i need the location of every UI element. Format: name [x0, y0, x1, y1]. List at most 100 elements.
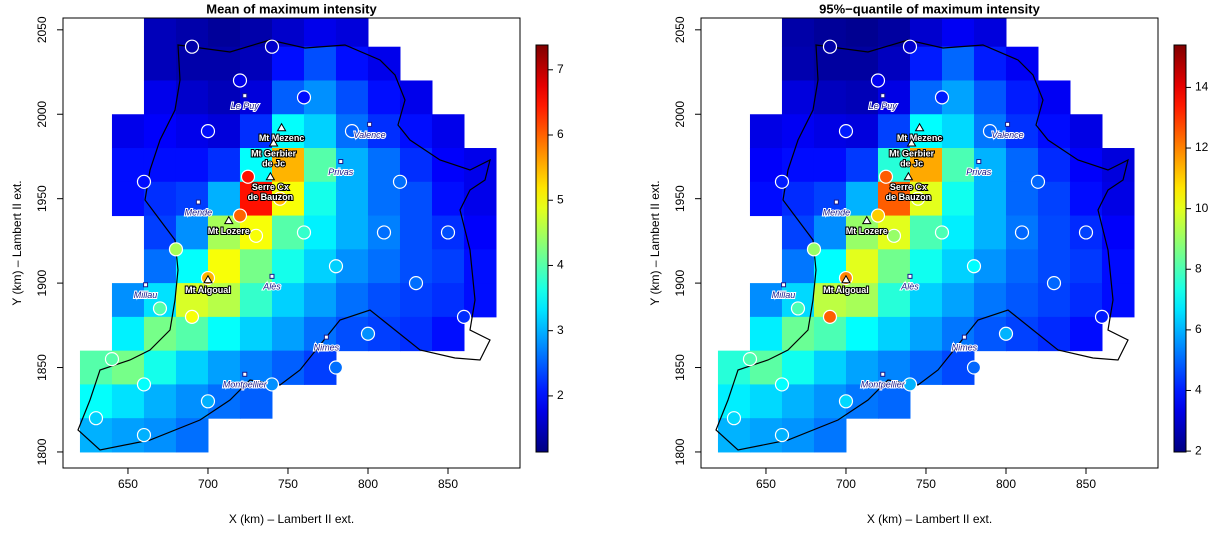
station — [136, 174, 152, 189]
raster-cell — [877, 350, 911, 385]
raster-cell — [781, 114, 815, 149]
y-tick-label: 2050 — [673, 16, 687, 43]
raster-cell — [845, 80, 879, 115]
colorbar-tick-label: 10 — [1195, 201, 1209, 215]
raster-cell — [941, 283, 975, 318]
city-label: Valence — [353, 130, 385, 140]
x-tick-label: 650 — [118, 477, 138, 491]
raster-cell — [813, 418, 847, 453]
raster-cell — [845, 350, 879, 385]
x-tick-label: 850 — [1076, 477, 1096, 491]
raster-cell — [367, 114, 401, 149]
raster-cell — [1005, 249, 1039, 284]
raster-cell — [207, 148, 241, 183]
station — [232, 73, 248, 88]
station — [264, 39, 280, 54]
station — [136, 427, 152, 443]
station — [360, 326, 376, 341]
y-tick-label: 1850 — [673, 354, 687, 381]
station — [982, 124, 998, 139]
raster-cell — [845, 181, 879, 217]
city-label: Alès — [900, 282, 919, 292]
plot-area: Le Puy Valence Privas Mende Millau Alès Nimes M… — [77, 18, 497, 453]
station — [240, 169, 256, 184]
raster-cell — [207, 283, 241, 318]
raster-cell — [845, 283, 879, 318]
summit-label: Mt Mezenc — [897, 133, 943, 143]
raster-cell — [973, 80, 1007, 115]
raster-cell — [431, 114, 465, 149]
summit-marker — [203, 274, 213, 284]
raster-cell — [399, 181, 433, 217]
raster-cell — [143, 80, 177, 115]
raster-cell — [1069, 316, 1103, 352]
raster-cell — [303, 114, 337, 149]
y-tick-label: 1900 — [673, 269, 687, 296]
raster-cell — [845, 18, 879, 48]
city-marker — [833, 199, 839, 205]
colorbar-tick-label: 5 — [557, 192, 564, 206]
raster-cell — [207, 46, 241, 81]
raster-cell — [143, 384, 177, 419]
raster-cell — [143, 249, 177, 284]
station — [392, 174, 408, 189]
city-label: Montpellier — [223, 380, 268, 390]
chart-title: Mean of maximum intensity — [206, 1, 377, 16]
raster-cell — [1101, 283, 1135, 318]
city-label: Le Puy — [869, 101, 898, 111]
raster-cell — [175, 215, 209, 250]
raster-cell — [1037, 316, 1071, 352]
raster-cell — [877, 46, 911, 81]
plot-frame — [62, 17, 521, 469]
raster-cell — [239, 283, 273, 318]
raster-cell — [175, 350, 209, 385]
raster-cell — [941, 18, 975, 48]
raster-cell — [271, 46, 305, 81]
summit-marker — [914, 122, 925, 132]
raster-cell — [781, 46, 815, 81]
station — [1094, 309, 1110, 324]
station — [934, 225, 950, 240]
raster-cell — [431, 148, 465, 183]
raster-cell — [239, 384, 273, 419]
raster-cell — [781, 181, 815, 217]
raster-cell — [271, 316, 305, 352]
raster-cell — [239, 46, 273, 81]
city-marker — [976, 159, 982, 165]
raster-cell — [845, 46, 879, 81]
raster-cell — [1037, 80, 1071, 115]
raster-cell — [1005, 114, 1039, 149]
station — [910, 191, 926, 206]
raster-cell — [1005, 283, 1039, 318]
station — [742, 351, 758, 367]
raster-cell — [749, 148, 783, 183]
raster-cell — [431, 316, 465, 352]
raster-cell — [1101, 215, 1135, 250]
y-tick-label: 1800 — [673, 438, 687, 465]
raster-cell — [303, 148, 337, 183]
colorbar-tick-label: 3 — [557, 323, 564, 337]
raster-cell — [399, 80, 433, 115]
station — [774, 427, 790, 443]
summit-label: Mt Lozere — [846, 226, 888, 236]
summit-marker — [841, 274, 851, 284]
raster-cell — [813, 181, 847, 217]
colorbar-tick-label: 2 — [1195, 443, 1202, 457]
raster-cell — [239, 350, 273, 385]
raster-cell — [175, 418, 209, 453]
city-marker — [242, 93, 248, 99]
raster-cell — [909, 316, 943, 352]
city-label: Millau — [134, 290, 158, 300]
station — [870, 208, 886, 223]
colorbar-tick-label: 6 — [557, 127, 564, 141]
station — [456, 309, 472, 324]
raster-cell — [941, 114, 975, 149]
raster-cell — [1069, 181, 1103, 217]
station — [88, 411, 104, 426]
summit-marker — [265, 171, 276, 181]
raster-cell — [1005, 148, 1039, 183]
raster-cell — [303, 46, 337, 81]
raster-cell — [303, 283, 337, 318]
raster-cell — [207, 350, 241, 385]
raster-cell — [271, 114, 305, 149]
